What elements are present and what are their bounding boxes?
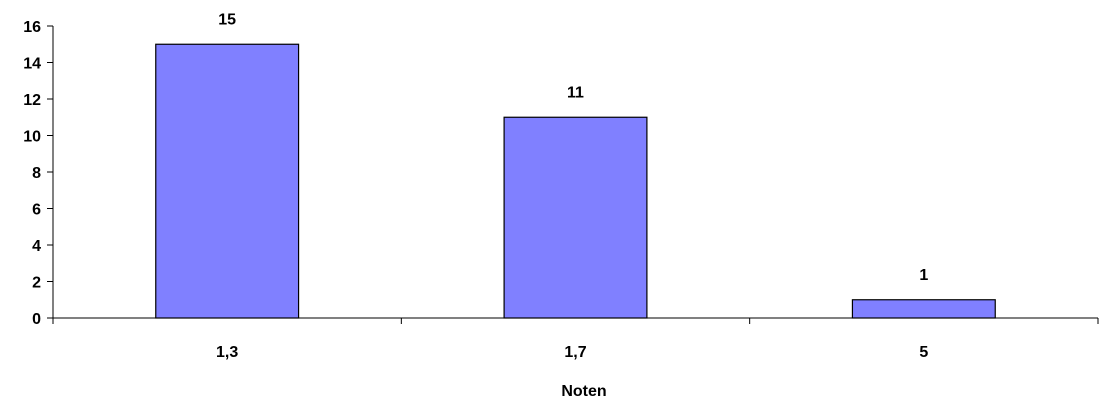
bar (851, 299, 996, 319)
y-tick-label: 8 (32, 165, 41, 182)
x-axis: 1,3 1,7 5 (52, 317, 1099, 361)
data-label: 1 (919, 267, 928, 284)
bar (155, 43, 300, 319)
x-category-label: 5 (919, 344, 928, 361)
bar (503, 116, 648, 319)
x-axis-title: Noten (561, 383, 606, 400)
y-tick-label: 12 (23, 92, 41, 109)
y-tick-label: 4 (32, 238, 41, 255)
y-tick-label: 16 (23, 19, 41, 36)
y-axis: 0 2 4 6 8 10 12 14 16 (23, 19, 54, 328)
data-label: 11 (567, 84, 584, 101)
x-category-label: 1,3 (216, 344, 238, 361)
y-tick-label: 6 (32, 202, 41, 219)
bars (155, 43, 996, 319)
y-tick-label: 14 (23, 56, 41, 73)
y-tick-label: 2 (32, 275, 41, 292)
y-tick-label: 10 (23, 129, 41, 146)
data-label: 15 (218, 11, 236, 28)
x-category-label: 1,7 (564, 344, 586, 361)
y-tick-label: 0 (32, 311, 41, 328)
